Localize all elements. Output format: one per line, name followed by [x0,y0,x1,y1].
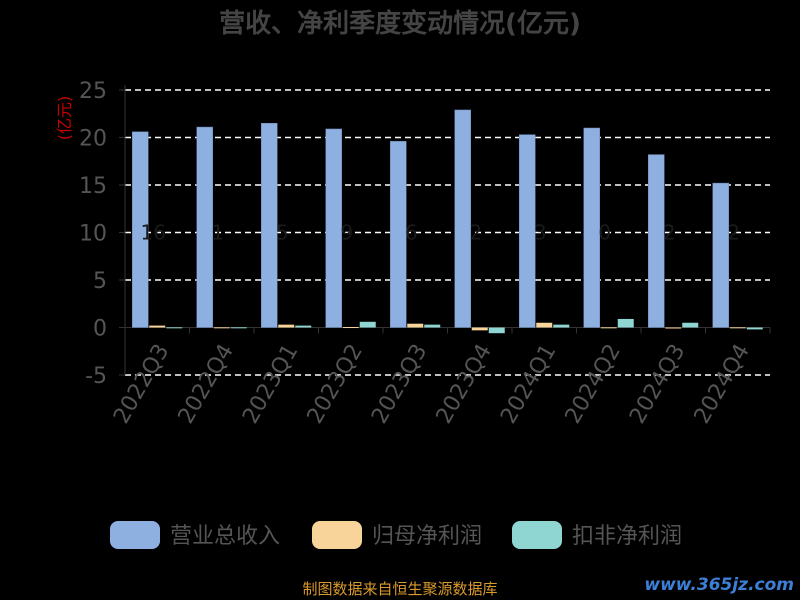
legend-item[interactable]: 归母净利润 [312,521,482,549]
bar [617,318,634,328]
bar [665,327,682,329]
y-tick-label: 25 [79,79,107,104]
chart-title: 营收、净利季度变动情况(亿元) [219,8,581,39]
legend[interactable]: 营业总收入 归母净利润 扣非净利润 [110,521,682,549]
bars [132,109,763,334]
y-tick-label: 0 [93,317,107,342]
bar [230,327,247,329]
x-tick-label: 2024Q4 [690,340,755,428]
bar [648,154,665,328]
bar [196,126,213,328]
bar [682,322,699,328]
bar [278,324,295,328]
x-tick-label: 2024Q3 [625,340,690,428]
legend-item[interactable]: 营业总收入 [110,521,280,549]
bar [583,127,600,328]
data-label: 1 [211,221,224,245]
legend-swatch [512,521,562,549]
bar [149,325,166,328]
bar [536,322,553,328]
y-tick-label: 10 [79,222,107,247]
y-tick-label: 5 [93,269,107,294]
data-label: 0 [598,221,611,245]
gridlines [125,89,770,376]
bar [600,327,617,329]
data-label: 9 [340,221,353,245]
data-label: 2 [469,221,482,245]
x-tick-label: 2023Q4 [432,340,497,428]
watermark-logo: www.365jz.com [644,575,794,595]
legend-label: 扣非净利润 [572,524,682,549]
data-labels: 16 1 5 9 6 2 3 0 2 2 [141,221,741,245]
data-label: 16 [141,221,166,245]
bar [488,327,505,334]
legend-label: 营业总收入 [170,524,280,549]
bar [261,123,278,328]
legend-item[interactable]: 扣非净利润 [512,521,682,549]
x-tick-label: 2023Q2 [303,340,368,428]
bar [359,321,376,328]
bar [454,109,471,328]
data-label: 2 [663,221,676,245]
bar [295,325,312,328]
bar [729,327,746,329]
x-tick-label: 2022Q3 [109,340,174,428]
x-tick-label: 2023Q1 [238,340,303,428]
bar [553,324,570,328]
data-label: 6 [405,221,418,245]
x-tick-label: 2022Q4 [174,340,239,428]
bar [424,324,441,328]
footer-source-note: 制图数据来自恒生聚源数据库 [302,580,498,598]
bar [712,182,729,328]
bar [746,327,763,330]
legend-label: 归母净利润 [372,524,482,549]
x-tick-label: 2024Q1 [496,340,561,428]
legend-swatch [312,521,362,549]
x-tick-label: 2023Q3 [367,340,432,428]
bar [407,323,424,328]
data-label: 2 [727,221,740,245]
bar [471,327,488,331]
y-axis-label: (亿元) [55,96,74,141]
bar [325,128,342,328]
bar [166,327,183,329]
bar [132,131,149,328]
y-tick-label: -5 [85,364,107,389]
bar [519,134,536,328]
x-tick-label: 2024Q2 [561,340,626,428]
y-tick-label: 15 [79,174,107,199]
bar [390,141,407,328]
data-label: 5 [276,221,289,245]
legend-swatch [110,521,160,549]
bar [213,327,230,329]
y-tick-label: 20 [79,127,107,152]
bar [342,327,359,329]
data-label: 3 [534,221,547,245]
